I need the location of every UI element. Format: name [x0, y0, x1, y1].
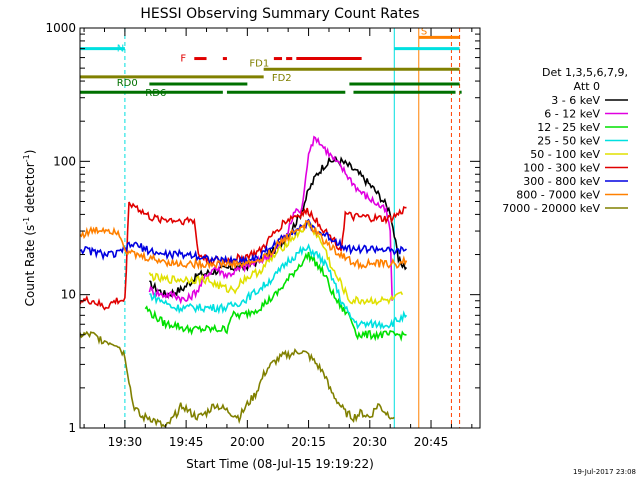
legend-label: 7000 - 20000 keV — [502, 202, 600, 215]
series-line-5 — [148, 221, 404, 306]
y-tick-label: 1 — [68, 421, 76, 435]
x-axis-label: Start Time (08-Jul-15 19:19:22) — [186, 457, 374, 471]
state-label-s: S — [421, 26, 427, 37]
legend-label: 6 - 12 keV — [544, 108, 600, 121]
series-line-7 — [80, 218, 408, 268]
x-tick-label: 20:30 — [352, 435, 387, 449]
legend-title: Det 1,3,5,6,7,9, — [542, 66, 628, 79]
series-line-1 — [149, 155, 408, 299]
series-line-4 — [149, 243, 408, 331]
legend-label: 100 - 300 keV — [523, 162, 600, 175]
x-tick-label: 19:45 — [169, 435, 204, 449]
y-axis-label: Count Rate (s-1 detector-1) — [22, 150, 37, 307]
state-label-fd2: FD2 — [272, 73, 292, 84]
chart-title: HESSI Observing Summary Count Rates — [140, 6, 419, 22]
x-tick-label: 20:15 — [291, 435, 326, 449]
legend-subtitle: Att 0 — [574, 80, 600, 93]
state-label-rd6: RD6 — [145, 88, 166, 99]
plot-frame — [79, 27, 481, 429]
y-tick-label: 10 — [61, 288, 76, 302]
y-tick-label: 100 — [53, 154, 76, 168]
state-label-f: F — [180, 54, 186, 65]
legend-label: 50 - 100 keV — [530, 148, 600, 161]
series-line-3 — [144, 251, 407, 342]
footer-timestamp: 19-Jul-2017 23:08 — [573, 468, 636, 476]
y-tick-label: 1000 — [45, 21, 76, 35]
x-tick-label: 20:00 — [230, 435, 265, 449]
state-label-n: N — [117, 44, 124, 55]
x-tick-label: 19:30 — [108, 435, 143, 449]
y-axis: 1 10 100 1000 — [45, 21, 480, 435]
x-axis: 19:30 19:45 20:00 20:15 20:30 20:45 — [83, 28, 473, 449]
state-label-rd0: RD0 — [117, 78, 138, 89]
series-group — [80, 28, 462, 428]
legend-label: 800 - 7000 keV — [516, 189, 600, 202]
series-line-8 — [80, 219, 408, 271]
state-label-fd1: FD1 — [249, 58, 269, 69]
legend-label: 3 - 6 keV — [551, 94, 600, 107]
series-line-9 — [80, 330, 395, 428]
series-line-2 — [148, 135, 393, 305]
legend-label: 300 - 800 keV — [523, 175, 600, 188]
x-tick-label: 20:45 — [414, 435, 449, 449]
legend-label: 25 - 50 keV — [537, 135, 600, 148]
series-line-6 — [80, 201, 407, 311]
legend-label: 12 - 25 keV — [537, 121, 600, 134]
